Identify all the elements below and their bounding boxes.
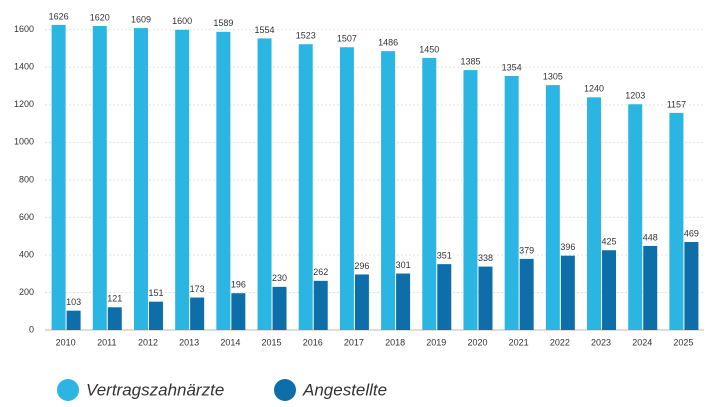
data-label: 1486 — [378, 38, 398, 48]
y-tick-label: 400 — [19, 249, 34, 259]
legend-marker — [274, 379, 296, 401]
y-tick-label: 800 — [19, 174, 34, 184]
bar — [313, 280, 328, 330]
data-label: 103 — [66, 297, 81, 307]
data-label: 425 — [602, 237, 617, 247]
bar — [272, 286, 287, 330]
bar — [628, 104, 643, 330]
bar — [602, 250, 617, 330]
x-tick-label: 2021 — [509, 337, 529, 347]
data-label: 1354 — [502, 62, 522, 72]
bar — [560, 255, 575, 330]
bar — [504, 75, 519, 331]
bar — [519, 258, 534, 330]
bar — [478, 266, 493, 330]
data-label: 1385 — [460, 56, 480, 66]
y-tick-label: 600 — [19, 212, 34, 222]
bar — [133, 28, 148, 331]
x-tick-label: 2012 — [138, 337, 158, 347]
legend-label: Vertragszahnärzte — [86, 380, 224, 399]
data-label: 121 — [107, 294, 122, 304]
x-tick-label: 2020 — [467, 337, 487, 347]
data-label: 1157 — [667, 99, 686, 109]
bar — [339, 47, 354, 330]
bar — [545, 85, 560, 330]
bar — [66, 310, 81, 330]
data-label: 1609 — [131, 14, 151, 24]
data-label: 196 — [231, 280, 246, 290]
bar — [107, 307, 122, 330]
x-tick-label: 2015 — [262, 337, 282, 347]
x-tick-label: 2017 — [344, 337, 364, 347]
x-tick-label: 2023 — [591, 337, 611, 347]
bar — [684, 241, 699, 330]
data-label: 1450 — [419, 44, 439, 54]
data-label: 301 — [396, 260, 411, 270]
bar — [257, 38, 272, 330]
y-tick-label: 1200 — [14, 99, 34, 109]
bar — [354, 274, 369, 330]
data-label: 296 — [354, 261, 369, 271]
bar — [216, 31, 231, 330]
data-label: 1203 — [625, 91, 645, 101]
data-label: 1600 — [172, 16, 192, 26]
x-tick-label: 2022 — [550, 337, 570, 347]
data-label: 1240 — [584, 84, 604, 94]
x-tick-label: 2013 — [179, 337, 199, 347]
bar — [396, 273, 411, 330]
data-label: 448 — [643, 232, 658, 242]
data-label: 396 — [560, 242, 575, 252]
data-label: 1589 — [213, 18, 233, 28]
bar — [381, 51, 396, 331]
y-tick-label: 1000 — [14, 137, 34, 147]
y-tick-label: 1400 — [14, 62, 34, 72]
bar — [51, 24, 66, 330]
data-label: 1620 — [90, 12, 110, 22]
bar — [298, 44, 313, 330]
bar — [422, 57, 437, 330]
legend-marker — [57, 379, 79, 401]
data-label: 262 — [313, 267, 328, 277]
data-label: 1554 — [255, 25, 275, 35]
bar — [643, 245, 658, 330]
x-tick-label: 2019 — [426, 337, 446, 347]
bar — [190, 297, 205, 330]
y-tick-label: 1600 — [14, 24, 34, 34]
data-label: 338 — [478, 253, 493, 263]
data-label: 351 — [437, 251, 452, 261]
data-label: 230 — [272, 273, 287, 283]
x-tick-label: 2010 — [56, 337, 76, 347]
data-label: 469 — [684, 228, 699, 238]
bar — [463, 70, 478, 330]
data-label: 1523 — [296, 31, 316, 41]
bar — [437, 264, 452, 330]
legend-label: Angestellte — [302, 380, 387, 399]
bar — [92, 26, 107, 330]
x-tick-label: 2016 — [303, 337, 323, 347]
x-tick-label: 2018 — [385, 337, 405, 347]
bar — [175, 29, 190, 330]
x-tick-label: 2011 — [97, 337, 116, 347]
bar — [669, 112, 684, 330]
bar — [148, 301, 163, 330]
data-label: 1305 — [543, 71, 563, 81]
data-label: 151 — [148, 288, 163, 298]
bar — [231, 293, 246, 330]
data-label: 379 — [519, 245, 534, 255]
data-label: 1507 — [337, 34, 357, 44]
y-tick-label: 200 — [19, 287, 34, 297]
x-tick-label: 2024 — [632, 337, 652, 347]
data-label: 1626 — [49, 11, 69, 21]
x-tick-label: 2025 — [673, 337, 693, 347]
bar — [587, 97, 602, 330]
x-tick-label: 2014 — [220, 337, 240, 347]
y-tick-label: 0 — [29, 324, 34, 334]
data-label: 173 — [190, 284, 205, 294]
